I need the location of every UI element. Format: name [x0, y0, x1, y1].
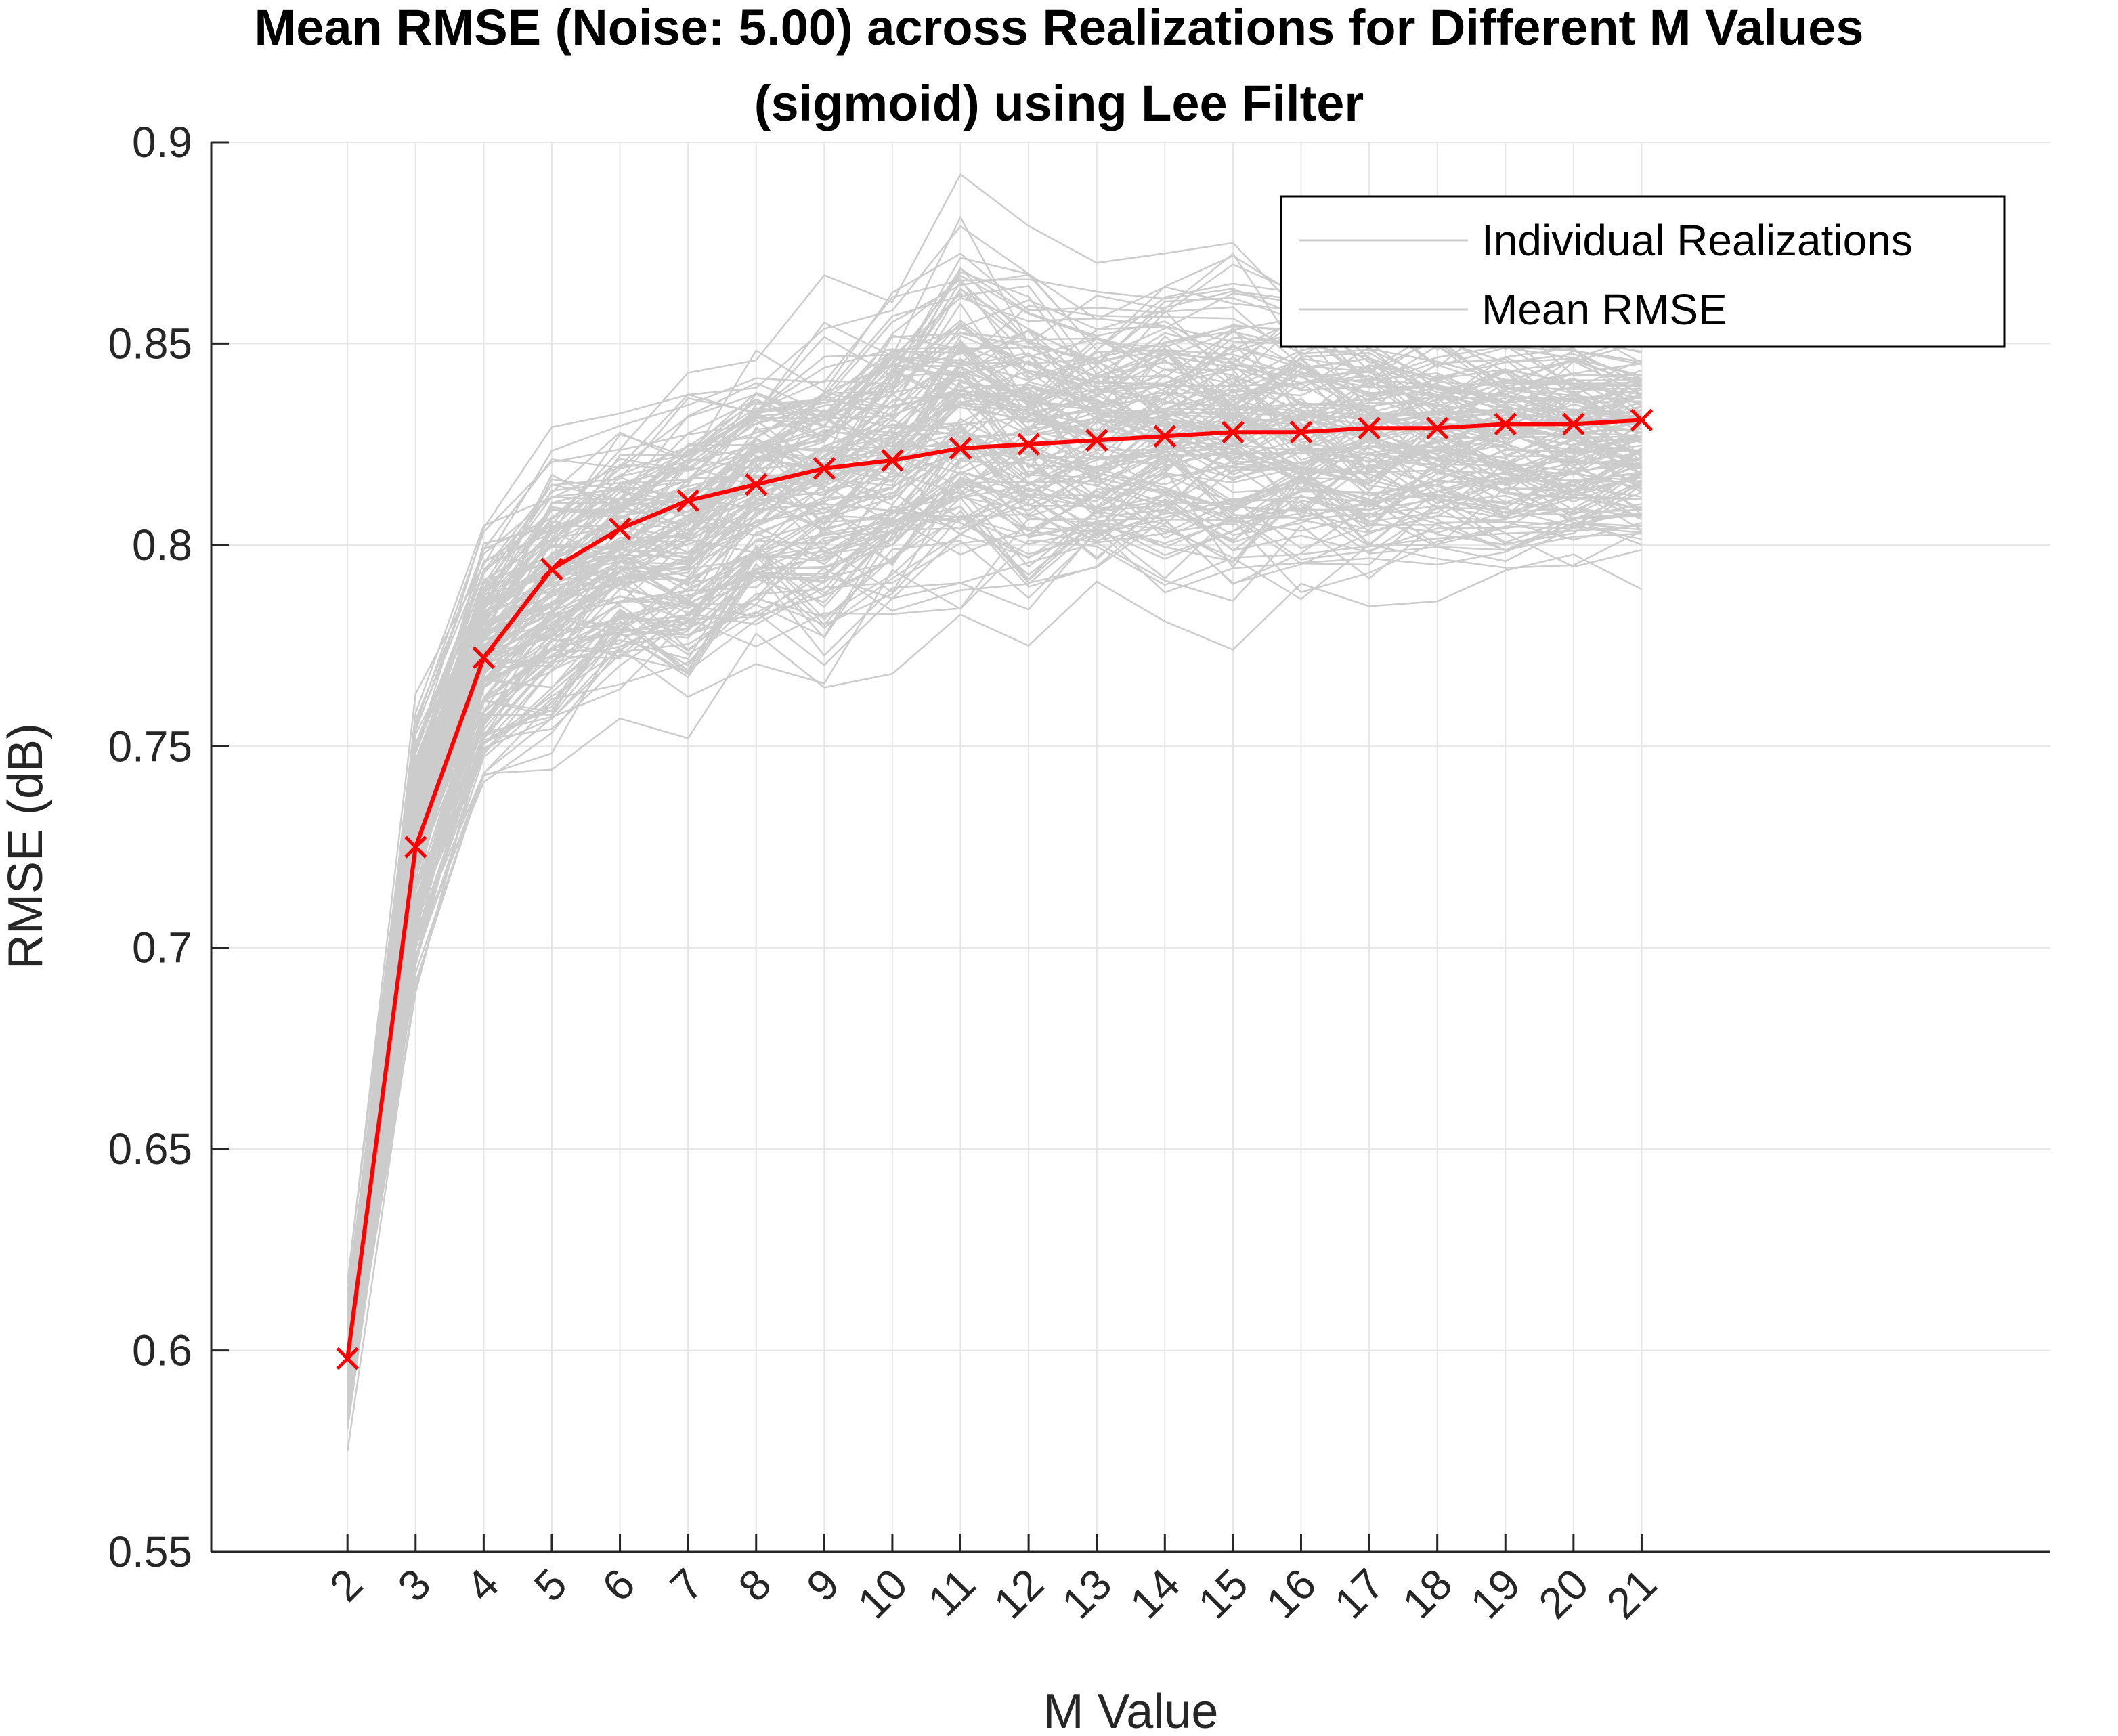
realization-line — [346, 355, 1642, 1349]
mean-rmse-line — [345, 418, 1642, 1359]
y-tick-labels: 0.55 0.6 0.65 0.7 0.75 0.8 0.85 0.9 — [108, 118, 192, 1576]
realization-line — [346, 512, 1642, 1397]
y-tick-label: 0.65 — [108, 1125, 192, 1173]
mean-rmse-marker — [1222, 420, 1245, 444]
chart-title-line1: Mean RMSE (Noise: 5.00) across Realizati… — [255, 0, 1864, 56]
mean-rmse-marker — [813, 457, 836, 480]
realization-line — [346, 454, 1643, 1406]
marker-stroke — [404, 836, 427, 859]
realization-line — [346, 381, 1642, 1336]
realization-line — [346, 378, 1642, 1375]
marker-stroke — [1425, 416, 1449, 440]
realization-line — [346, 508, 1642, 1409]
realization-line — [346, 401, 1642, 1376]
marker-stroke — [949, 437, 972, 460]
mean-rmse-marker — [1289, 420, 1313, 444]
mean-rmse-marker — [540, 557, 563, 581]
realization-line — [346, 472, 1642, 1394]
realization-line — [346, 280, 1642, 1303]
realization-line — [346, 305, 1642, 1338]
marker-stroke — [1222, 420, 1245, 444]
realization-line — [346, 349, 1642, 1320]
mean-rmse-marker — [1085, 429, 1108, 452]
marker-stroke — [1289, 420, 1313, 444]
y-tick-label: 0.6 — [132, 1326, 192, 1375]
mean-rmse-marker — [676, 489, 699, 513]
mean-rmse-marker — [881, 449, 904, 472]
mean-rmse-marker — [1153, 425, 1177, 448]
legend-entry-mean: Mean RMSE — [1482, 285, 1727, 334]
mean-rmse-marker — [744, 473, 768, 496]
marker-stroke — [1017, 433, 1040, 456]
realization-line — [346, 403, 1642, 1368]
realization-line — [346, 406, 1642, 1372]
mean-rmse-marker — [1630, 408, 1654, 432]
marker-stroke — [1153, 425, 1177, 448]
y-tick-label: 0.85 — [108, 319, 192, 368]
realization-line — [346, 445, 1642, 1364]
y-tick-label: 0.8 — [132, 521, 192, 569]
realization-line — [346, 326, 1642, 1351]
realization-line — [346, 553, 1642, 1452]
marker-stroke — [608, 517, 632, 540]
mean-rmse-marker — [1425, 416, 1449, 440]
mean-rmse-series — [336, 408, 1654, 1370]
y-axis-label: RMSE (dB) — [0, 723, 53, 970]
mean-rmse-marker — [608, 517, 632, 540]
realization-line — [346, 277, 1643, 1322]
realization-line — [346, 274, 1642, 1345]
y-tick-label: 0.55 — [108, 1527, 192, 1576]
mean-rmse-marker — [336, 1347, 359, 1370]
mean-rmse-marker — [472, 646, 496, 670]
marker-stroke — [881, 449, 904, 472]
marker-stroke — [813, 457, 836, 480]
realization-line — [346, 517, 1642, 1409]
legend-entry-individual: Individual Realizations — [1482, 216, 1913, 265]
legend: Individual Realizations Mean RMSE — [1280, 195, 2006, 348]
mean-rmse-marker — [1494, 412, 1517, 436]
realization-line — [346, 461, 1642, 1376]
mean-rmse-marker — [404, 836, 427, 859]
legend-box — [1280, 195, 2006, 348]
marker-stroke — [744, 473, 768, 496]
marker-stroke — [540, 557, 563, 581]
realization-line — [346, 435, 1642, 1369]
marker-stroke — [1630, 408, 1654, 432]
marker-stroke — [1358, 416, 1381, 440]
y-tick-label: 0.7 — [132, 924, 192, 972]
mean-rmse-marker — [1017, 433, 1040, 456]
y-tick-label: 0.75 — [108, 722, 192, 771]
mean-rmse-marker — [1358, 416, 1381, 440]
chart-title-line2: (sigmoid) using Lee Filter — [754, 75, 1364, 131]
mean-rmse-marker — [949, 437, 972, 460]
x-axis-label: M Value — [1043, 1685, 1219, 1736]
realization-line — [346, 512, 1642, 1409]
marker-stroke — [472, 646, 496, 670]
marker-stroke — [1085, 429, 1108, 452]
marker-stroke — [1494, 412, 1517, 436]
realization-line — [346, 440, 1642, 1383]
marker-stroke — [1562, 412, 1585, 436]
realization-line — [346, 443, 1642, 1386]
marker-stroke — [336, 1347, 359, 1370]
realization-line — [346, 458, 1642, 1393]
realization-line — [346, 346, 1642, 1312]
realization-line — [346, 386, 1642, 1340]
marker-stroke — [676, 489, 699, 513]
axes — [210, 141, 2050, 1553]
mean-rmse-marker — [1562, 412, 1585, 436]
individual-realizations — [346, 173, 1643, 1452]
grid-lines — [211, 142, 2050, 1553]
realization-line — [346, 416, 1642, 1364]
y-tick-label: 0.9 — [132, 118, 192, 167]
